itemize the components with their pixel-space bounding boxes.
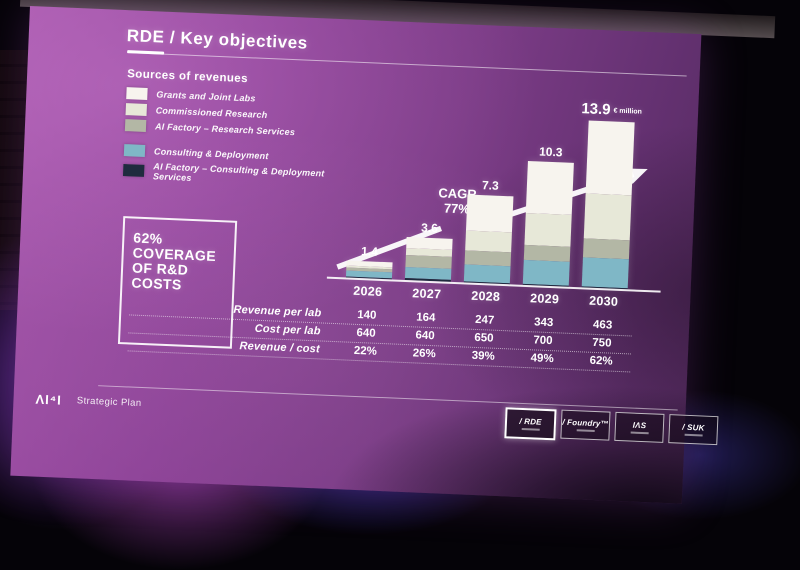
year-label: 2029 — [529, 291, 560, 307]
product-logo-tagline — [684, 433, 703, 437]
table-cell: 750 — [592, 336, 612, 350]
legend-item: AI Factory – Consulting & Deployment Ser… — [122, 160, 354, 190]
table-cell: 49% — [530, 352, 554, 366]
bar-value-label: 1.4 — [360, 244, 379, 260]
table-cell: 140 — [357, 308, 377, 322]
bar-chart: 1.4 3.6 7.3 10.3 13.9 € million — [339, 79, 643, 290]
legend-label: AI Factory – Research Services — [154, 121, 296, 138]
table-cell: 62% — [589, 354, 613, 368]
bar-value-label: 13.9 € million — [581, 100, 643, 119]
table-cell: 650 — [474, 331, 494, 345]
product-logo-box: IΛS — [614, 411, 665, 443]
product-logo-label: / SUK — [682, 422, 705, 433]
bar-segment — [585, 120, 635, 196]
bar-value-label: 7.3 — [481, 178, 500, 194]
legend-swatch — [126, 87, 148, 100]
bar-segment — [465, 194, 513, 233]
year-label: 2026 — [353, 283, 383, 299]
product-logo-tagline — [521, 427, 540, 431]
legend-swatch — [125, 103, 147, 116]
legend-items: Grants and Joint Labs Commissioned Resear… — [122, 87, 357, 190]
product-logo-label: / RDE — [519, 416, 542, 427]
bar-segment — [464, 230, 512, 252]
bar-segment — [463, 264, 511, 284]
year-label: 2028 — [470, 288, 501, 304]
bar-value-label: 10.3 — [538, 144, 563, 160]
table-cell: 22% — [353, 344, 378, 358]
legend-label: AI Factory – Consulting & Deployment Ser… — [152, 161, 325, 183]
bar-stack — [522, 161, 574, 287]
table-cell: 700 — [533, 334, 553, 348]
legend-label: Consulting & Deployment — [153, 146, 269, 162]
table-cell: 463 — [592, 318, 613, 332]
ai4i-logo: ΛI⁴I — [35, 391, 63, 408]
bar-stack — [463, 194, 513, 285]
legend-label: Grants and Joint Labs — [156, 89, 256, 104]
bar-segment — [583, 193, 632, 241]
bar-column: 1.4 — [339, 243, 399, 280]
product-logo-box: / RDE — [504, 407, 557, 441]
legend-label: Commissioned Research — [155, 105, 268, 121]
table-cell: 39% — [471, 349, 495, 363]
bar-segment — [523, 212, 572, 248]
bar-segment — [522, 259, 570, 286]
product-logo-tagline — [630, 431, 649, 435]
product-logo-tagline — [576, 429, 595, 432]
bar-segment — [582, 238, 630, 260]
product-logo-label: / Foundry™ — [562, 417, 609, 429]
callout-line: COSTS — [131, 274, 183, 293]
bar-column: 10.3 — [516, 144, 581, 287]
slide: RDE / Key objectives Sources of revenues… — [10, 6, 719, 504]
legend-swatch — [123, 144, 146, 157]
table-cell: 640 — [415, 329, 435, 343]
product-logo-box: / Foundry™ — [560, 409, 611, 441]
product-logo-box: / SUK — [668, 414, 719, 446]
year-label: 2030 — [588, 293, 619, 309]
product-logo-label: IΛS — [632, 420, 647, 431]
bar-column: 7.3 — [457, 178, 520, 285]
bar-segment — [581, 257, 629, 289]
bar-stack — [581, 120, 635, 290]
page-title-prefix: RDE — [126, 26, 165, 47]
table-cell: 164 — [415, 311, 436, 325]
unit-label: € million — [613, 107, 643, 116]
projection-screen: RDE / Key objectives Sources of revenues… — [10, 0, 776, 504]
legend-swatch — [122, 164, 145, 177]
table-cell: 343 — [533, 316, 554, 330]
table-cell: 26% — [412, 347, 437, 361]
year-label: 2027 — [411, 286, 442, 302]
bar-column: 3.6 — [398, 220, 459, 283]
bar-stack — [345, 260, 393, 280]
bar-value-label: 3.6 — [420, 220, 439, 236]
chart-legend: Sources of revenues Grants and Joint Lab… — [122, 68, 358, 194]
bar-column: 13.9 € million — [575, 100, 643, 290]
bar-segment — [525, 161, 574, 215]
table-cell: 247 — [474, 313, 495, 327]
footer-label: Strategic Plan — [76, 395, 142, 410]
bar-stack — [404, 236, 453, 282]
table-cell: 640 — [356, 326, 376, 340]
legend-swatch — [124, 119, 147, 132]
